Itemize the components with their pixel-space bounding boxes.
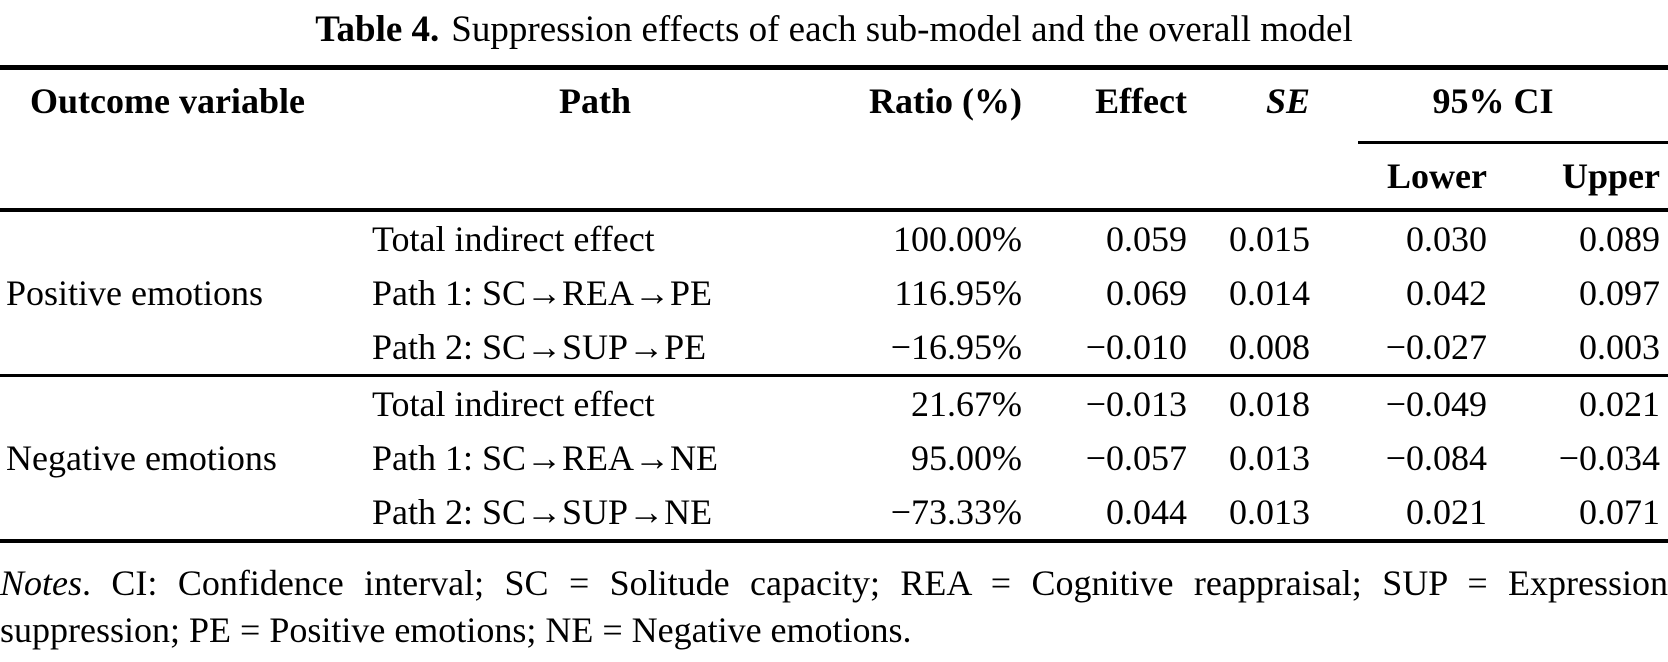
cell-effect: −0.057 [1085, 438, 1187, 478]
col-header-outcome-variable: Outcome variable [30, 81, 305, 121]
cell-effect: 0.059 [1106, 219, 1187, 259]
cell-ci-lower: −0.049 [1385, 384, 1487, 424]
cell-path: Path 2: SC→SUP→NE [372, 492, 713, 532]
cell-ci-lower: 0.030 [1406, 219, 1487, 259]
ci-label: 95% CI [1432, 81, 1554, 121]
col-header-lower: Lower [1387, 156, 1487, 196]
col-header-path: Path [559, 81, 631, 121]
cell-se: 0.015 [1229, 219, 1310, 259]
cell-ci-upper: 0.021 [1579, 384, 1661, 424]
cell-ci-upper: −0.034 [1558, 438, 1661, 478]
cell-ci-upper: 0.003 [1579, 327, 1661, 367]
table-row: Path 1: SC→REA→NE 95.00% −0.057 0.013 −0… [0, 431, 1668, 485]
cell-ci-upper: 0.071 [1579, 492, 1661, 532]
cell-ci-upper: 0.089 [1579, 219, 1661, 259]
cell-effect: −0.013 [1085, 384, 1187, 424]
cell-effect: 0.069 [1106, 273, 1187, 313]
notes-text: . CI: Confidence interval; SC = Solitude… [0, 563, 1668, 650]
cell-se: 0.013 [1229, 492, 1310, 532]
table-group-positive-emotions: Positive emotions Total indirect effect … [0, 210, 1668, 376]
table-row: Path 2: SC→SUP→NE −73.33% 0.044 0.013 0.… [0, 485, 1668, 541]
cell-ratio: 21.67% [911, 384, 1022, 424]
cell-path: Path 1: SC→REA→NE [372, 438, 719, 478]
cell-ci-lower: −0.084 [1385, 438, 1487, 478]
table-number-label: Table 4. [315, 9, 440, 50]
table-group-negative-emotions: Negative emotions Total indirect effect … [0, 375, 1668, 542]
ci-spanner-rule [1358, 141, 1668, 144]
cell-path: Path 1: SC→REA→PE [372, 273, 713, 313]
notes-label: Notes [0, 563, 83, 603]
col-header-ratio: Ratio (%) [869, 81, 1022, 121]
cell-ci-lower: 0.021 [1406, 492, 1487, 532]
cell-effect: −0.010 [1085, 327, 1187, 367]
cell-path: Path 2: SC→SUP→PE [372, 327, 707, 367]
cell-ci-upper: 0.097 [1579, 273, 1661, 313]
cell-effect: 0.044 [1106, 492, 1187, 532]
col-header-effect: Effect [1095, 81, 1187, 121]
table-row: Positive emotions Total indirect effect … [0, 210, 1668, 313]
table-notes: Notes. CI: Confidence interval; SC = Sol… [0, 560, 1668, 654]
cell-ci-lower: −0.027 [1385, 327, 1487, 367]
cell-ratio: 116.95% [894, 273, 1022, 313]
cell-se: 0.013 [1229, 438, 1310, 478]
table-caption: Table 4. Suppression effects of each sub-… [0, 0, 1668, 65]
cell-se: 0.018 [1229, 384, 1310, 424]
col-header-se: SE [1265, 81, 1310, 121]
cell-path: Total indirect effect [372, 219, 655, 259]
table-row: Path 2: SC→SUP→PE −16.95% −0.010 0.008 −… [0, 320, 1668, 376]
cell-outcome-positive: Positive emotions [6, 273, 264, 313]
table-header: Outcome variable Path Ratio (%) Effect S… [0, 68, 1668, 210]
cell-se: 0.014 [1229, 273, 1310, 313]
table-title-text: Suppression effects of each sub-model an… [451, 9, 1353, 50]
cell-outcome-negative: Negative emotions [6, 438, 277, 478]
cell-ratio: −16.95% [890, 327, 1022, 367]
cell-ratio: −73.33% [890, 492, 1022, 532]
suppression-effects-table: Outcome variable Path Ratio (%) Effect S… [0, 65, 1668, 543]
cell-ratio: 100.00% [893, 219, 1022, 259]
cell-ci-lower: 0.042 [1406, 273, 1487, 313]
header-row-main: Outcome variable Path Ratio (%) Effect S… [0, 68, 1668, 144]
cell-se: 0.008 [1229, 327, 1310, 367]
col-header-95-ci: 95% CI [1318, 68, 1668, 144]
cell-ratio: 95.00% [911, 438, 1022, 478]
col-header-upper: Upper [1562, 156, 1661, 196]
cell-path: Total indirect effect [372, 384, 655, 424]
table-row: Path 1: SC→REA→PE 116.95% 0.069 0.014 0.… [0, 266, 1668, 320]
table-row: Negative emotions Total indirect effect … [0, 376, 1668, 478]
